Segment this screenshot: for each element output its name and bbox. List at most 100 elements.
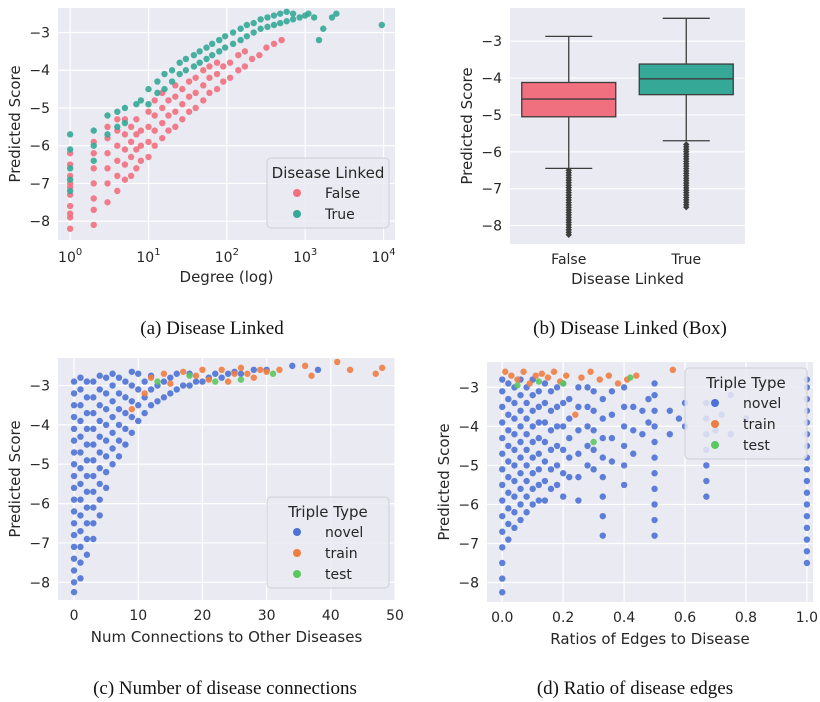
data-point-novel: [608, 434, 616, 442]
chart-panel-d: −8 −7 −6 −5 −4 −3 0.0 0.2 0.4 0.6 0.8 1.0 Ratios of …: [435, 362, 818, 699]
data-point-false: [121, 176, 129, 183]
legend-marker-train: [711, 420, 719, 428]
data-point-true: [208, 51, 216, 59]
data-point-test: [237, 376, 245, 383]
data-point-novel: [96, 402, 103, 409]
data-point-train: [167, 380, 174, 387]
data-point-novel: [599, 532, 606, 539]
data-point-novel: [167, 390, 174, 397]
data-point-false: [235, 51, 242, 59]
data-point-novel: [83, 457, 91, 464]
data-point-novel: [109, 413, 116, 421]
data-point-novel: [70, 520, 78, 527]
data-point-novel: [70, 402, 78, 409]
data-point-novel: [122, 394, 129, 401]
data-point-train: [301, 362, 309, 370]
data-point-novel: [529, 470, 536, 477]
data-point-train: [218, 366, 225, 374]
data-point-novel: [90, 535, 97, 543]
data-point-true: [196, 48, 203, 55]
data-point-novel: [70, 508, 78, 515]
data-point-true: [168, 78, 176, 85]
data-point-false: [137, 142, 145, 149]
data-point-novel: [535, 497, 542, 504]
data-point-novel: [575, 450, 582, 457]
data-point-true: [203, 55, 210, 63]
x-tick-label: 20: [194, 608, 212, 624]
data-point-false: [278, 36, 285, 44]
data-point-false: [145, 123, 152, 131]
legend-entry-train: train: [743, 417, 776, 433]
data-point-novel: [675, 415, 683, 422]
data-point-novel: [523, 399, 530, 407]
data-point-train: [532, 372, 539, 379]
legend-marker-test: [293, 570, 301, 578]
data-point-false: [192, 89, 199, 97]
data-point-false: [270, 40, 278, 48]
data-point-novel: [620, 423, 628, 430]
y-tick-label: −3: [481, 34, 502, 50]
data-point-false: [172, 93, 179, 100]
data-point-novel: [541, 438, 549, 446]
data-point-novel: [559, 446, 567, 454]
x-axis-label: Num Connections to Other Diseases: [91, 628, 363, 646]
data-point-false: [121, 146, 129, 153]
data-point-false: [90, 165, 97, 172]
data-point-novel: [505, 411, 512, 418]
data-point-true: [296, 14, 303, 21]
data-point-novel: [803, 466, 811, 473]
data-point-novel: [599, 434, 606, 442]
data-point-novel: [160, 378, 168, 385]
data-point-novel: [160, 394, 168, 401]
data-point-novel: [566, 395, 573, 403]
y-tick-label: −6: [29, 497, 50, 513]
legend: Triple Type novel train test: [684, 367, 808, 460]
data-point-novel: [289, 362, 296, 370]
data-point-novel: [511, 493, 518, 500]
data-point-true: [104, 112, 111, 119]
data-point-novel: [566, 454, 573, 461]
data-point-novel: [96, 433, 103, 440]
data-point-false: [220, 78, 227, 85]
data-point-train: [372, 370, 379, 377]
data-point-novel: [803, 512, 811, 520]
data-point-novel: [517, 470, 524, 477]
data-point-novel: [529, 438, 536, 446]
data-point-false: [151, 97, 158, 104]
data-point-novel: [639, 407, 646, 414]
data-point-novel: [575, 403, 582, 411]
data-point-novel: [77, 512, 84, 519]
y-tick-label: −7: [29, 176, 50, 192]
data-point-novel: [541, 458, 549, 465]
data-point-novel: [147, 386, 155, 393]
data-point-train: [276, 366, 283, 374]
x-tick-label: 102: [215, 247, 239, 266]
data-point-true: [216, 48, 223, 55]
data-point-true: [221, 33, 229, 40]
data-point-novel: [179, 382, 187, 389]
data-point-false: [145, 108, 152, 115]
data-point-novel: [529, 423, 536, 430]
data-point-novel: [523, 493, 530, 500]
data-point-novel: [608, 411, 616, 418]
x-tick-label: False: [551, 252, 586, 268]
data-point-train: [526, 380, 533, 387]
data-point-novel: [547, 427, 555, 434]
data-point-novel: [547, 407, 555, 414]
y-tick-label: −6: [29, 139, 50, 155]
data-point-train: [596, 376, 603, 383]
data-point-novel: [590, 466, 597, 473]
x-tick-label: 0.6: [674, 610, 696, 626]
y-tick-label: −7: [481, 182, 502, 198]
data-point-novel: [651, 485, 658, 493]
data-point-novel: [83, 520, 91, 527]
legend-marker-train: [293, 549, 301, 557]
data-point-true: [216, 36, 223, 44]
y-tick-label: −8: [481, 219, 502, 235]
data-point-novel: [505, 380, 512, 387]
data-point-novel: [535, 403, 542, 411]
x-tick-label: 0: [70, 608, 79, 624]
y-tick-label: −8: [458, 575, 479, 591]
